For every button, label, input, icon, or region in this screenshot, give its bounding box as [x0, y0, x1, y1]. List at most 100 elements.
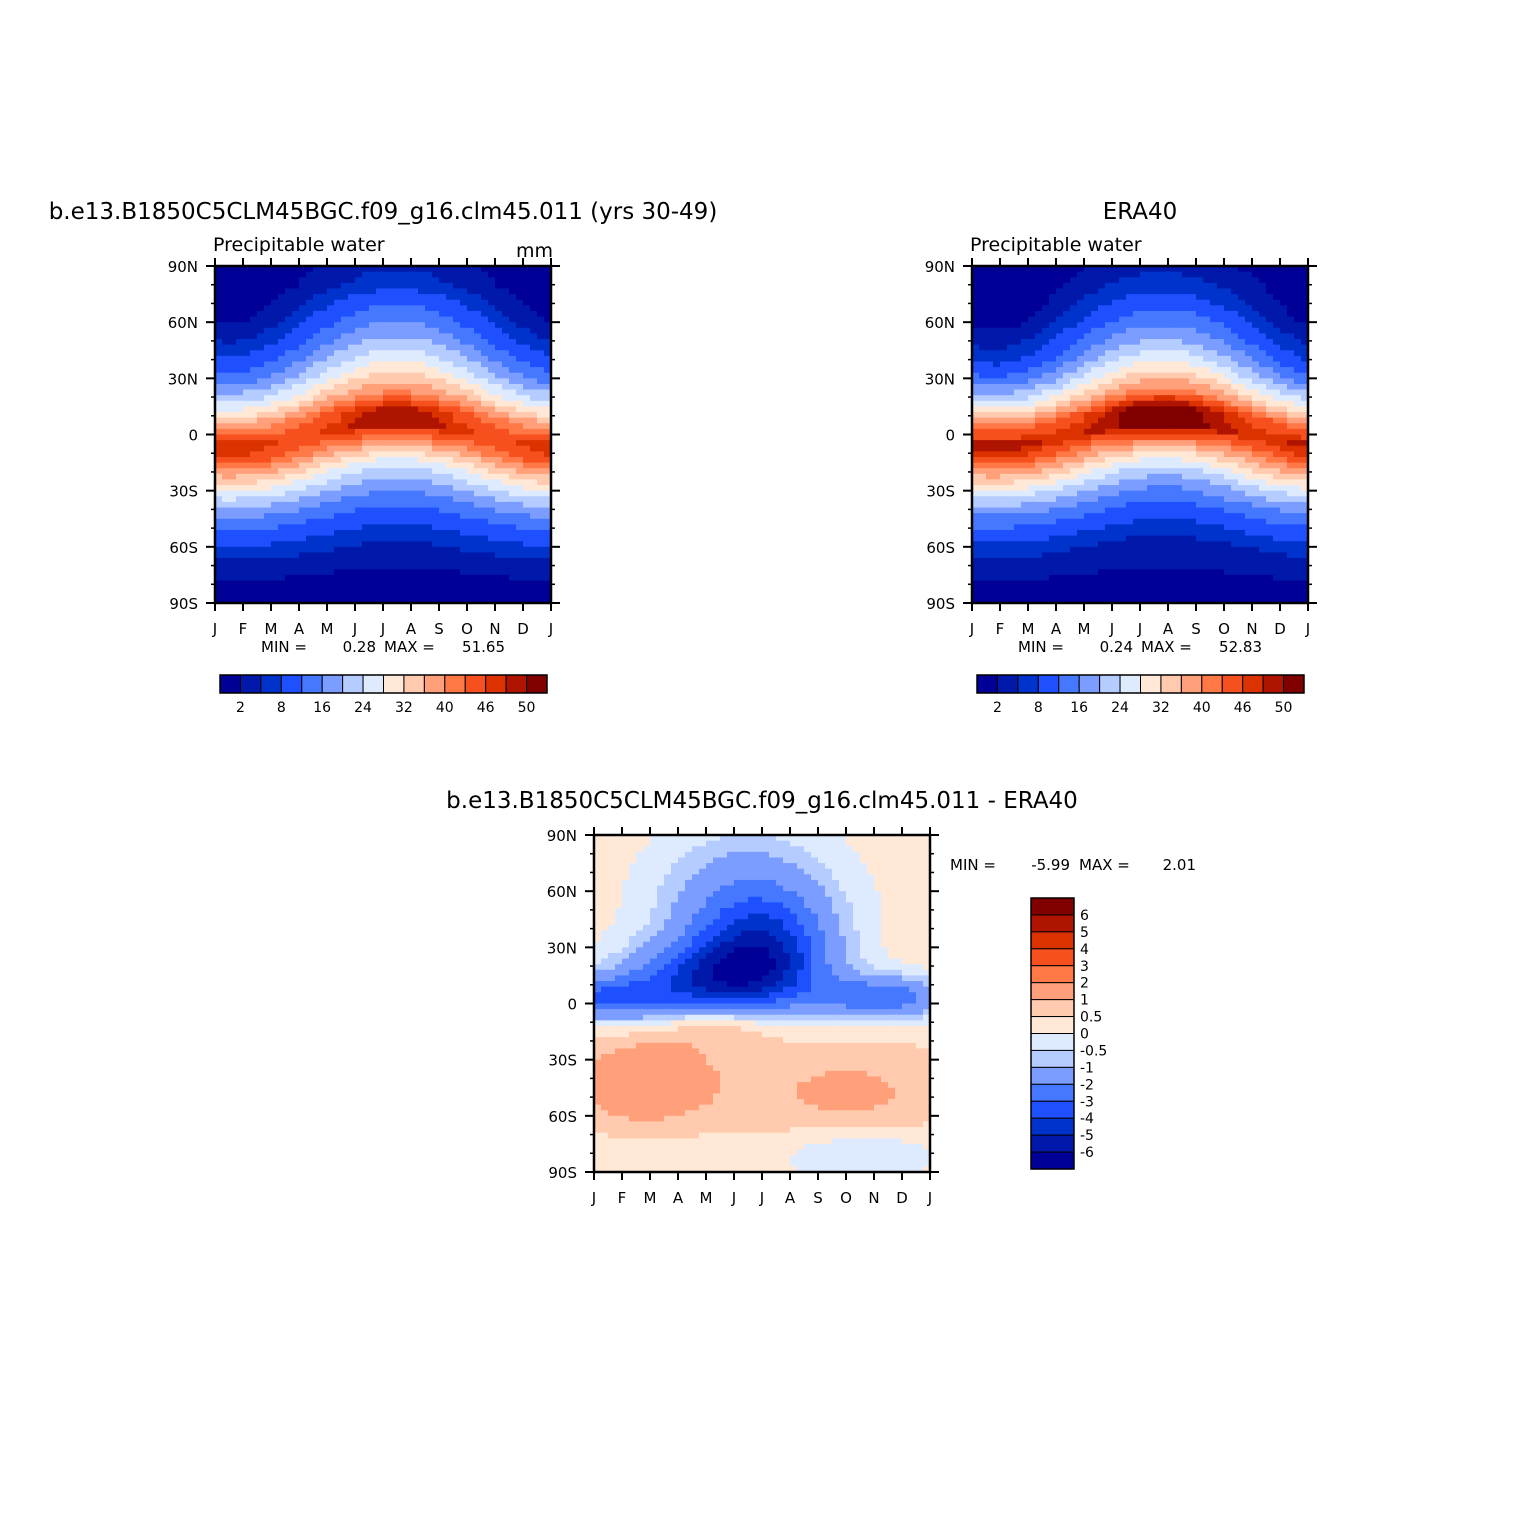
field-cell — [341, 373, 349, 379]
field-cell — [285, 283, 293, 289]
field-cell — [264, 513, 272, 519]
field-cell — [397, 395, 405, 401]
field-cell — [222, 513, 230, 519]
field-cell — [411, 395, 419, 401]
field-cell — [334, 508, 342, 514]
field-cell — [362, 474, 370, 480]
field-cell — [1007, 288, 1015, 294]
field-cell — [418, 283, 426, 289]
field-cell — [1196, 361, 1204, 367]
field-cell — [306, 457, 314, 463]
field-cell — [250, 524, 258, 530]
field-cell — [1154, 356, 1162, 362]
field-cell — [446, 300, 454, 306]
field-cell — [1280, 451, 1288, 457]
field-cell — [467, 468, 475, 474]
field-cell — [1147, 294, 1155, 300]
field-cell — [411, 350, 419, 356]
field-cell — [285, 451, 293, 457]
field-cell — [502, 502, 510, 508]
field-cell — [537, 457, 545, 463]
field-cell — [299, 569, 307, 575]
field-cell — [1014, 373, 1022, 379]
field-cell — [271, 294, 279, 300]
field-cell — [404, 367, 412, 373]
field-cell — [432, 356, 440, 362]
field-cell — [271, 401, 279, 407]
field-cell — [250, 496, 258, 502]
field-cell — [1042, 373, 1050, 379]
field-cell — [1014, 283, 1022, 289]
field-cell — [299, 474, 307, 480]
field-cell — [1091, 474, 1099, 480]
field-cell — [1189, 339, 1197, 345]
field-cell — [1175, 288, 1183, 294]
field-cell — [1231, 373, 1239, 379]
field-cell — [411, 356, 419, 362]
field-cell — [285, 356, 293, 362]
field-cell — [250, 429, 258, 435]
field-cell — [278, 350, 286, 356]
field-cell — [355, 508, 363, 514]
field-cell — [1259, 317, 1267, 323]
field-cell — [327, 288, 335, 294]
field-cell — [1154, 300, 1162, 306]
field-cell — [320, 401, 328, 407]
field-cell — [362, 558, 370, 564]
field-cell — [467, 513, 475, 519]
field-cell — [1098, 339, 1106, 345]
field-cell — [292, 423, 300, 429]
field-cell — [243, 406, 251, 412]
field-cell — [1007, 333, 1015, 339]
field-cell — [390, 272, 398, 278]
field-cell — [453, 305, 461, 311]
field-cell — [250, 350, 258, 356]
field-cell — [509, 345, 517, 351]
field-cell — [1154, 412, 1162, 418]
field-cell — [537, 412, 545, 418]
field-cell — [1280, 373, 1288, 379]
field-cell — [334, 384, 342, 390]
field-cell — [460, 581, 468, 587]
field-cell — [460, 536, 468, 542]
field-cell — [271, 356, 279, 362]
field-cell — [1224, 322, 1232, 328]
field-cell — [1140, 485, 1148, 491]
field-cell — [348, 508, 356, 514]
field-cell — [418, 356, 426, 362]
field-cell — [1014, 322, 1022, 328]
field-cell — [1273, 378, 1281, 384]
field-cell — [222, 440, 230, 446]
field-cell — [341, 446, 349, 452]
field-cell — [537, 468, 545, 474]
field-cell — [467, 277, 475, 283]
field-cell — [236, 586, 244, 592]
field-cell — [467, 288, 475, 294]
field-cell — [1028, 367, 1036, 373]
field-cell — [481, 536, 489, 542]
field-cell — [481, 361, 489, 367]
field-cell — [383, 361, 391, 367]
field-cell — [1182, 333, 1190, 339]
field-cell — [1119, 457, 1127, 463]
field-cell — [1091, 463, 1099, 469]
field-cell — [229, 519, 237, 525]
field-cell — [264, 333, 272, 339]
field-cell — [467, 558, 475, 564]
field-cell — [320, 491, 328, 497]
field-cell — [1217, 305, 1225, 311]
field-cell — [1133, 463, 1141, 469]
field-cell — [516, 401, 524, 407]
field-cell — [285, 446, 293, 452]
field-cell — [1161, 463, 1169, 469]
field-cell — [1273, 401, 1281, 407]
field-cell — [432, 429, 440, 435]
field-cell — [299, 491, 307, 497]
field-cell — [348, 451, 356, 457]
field-cell — [306, 485, 314, 491]
field-cell — [299, 496, 307, 502]
field-cell — [278, 513, 286, 519]
field-cell — [243, 468, 251, 474]
field-cell — [390, 384, 398, 390]
field-cell — [523, 485, 531, 491]
